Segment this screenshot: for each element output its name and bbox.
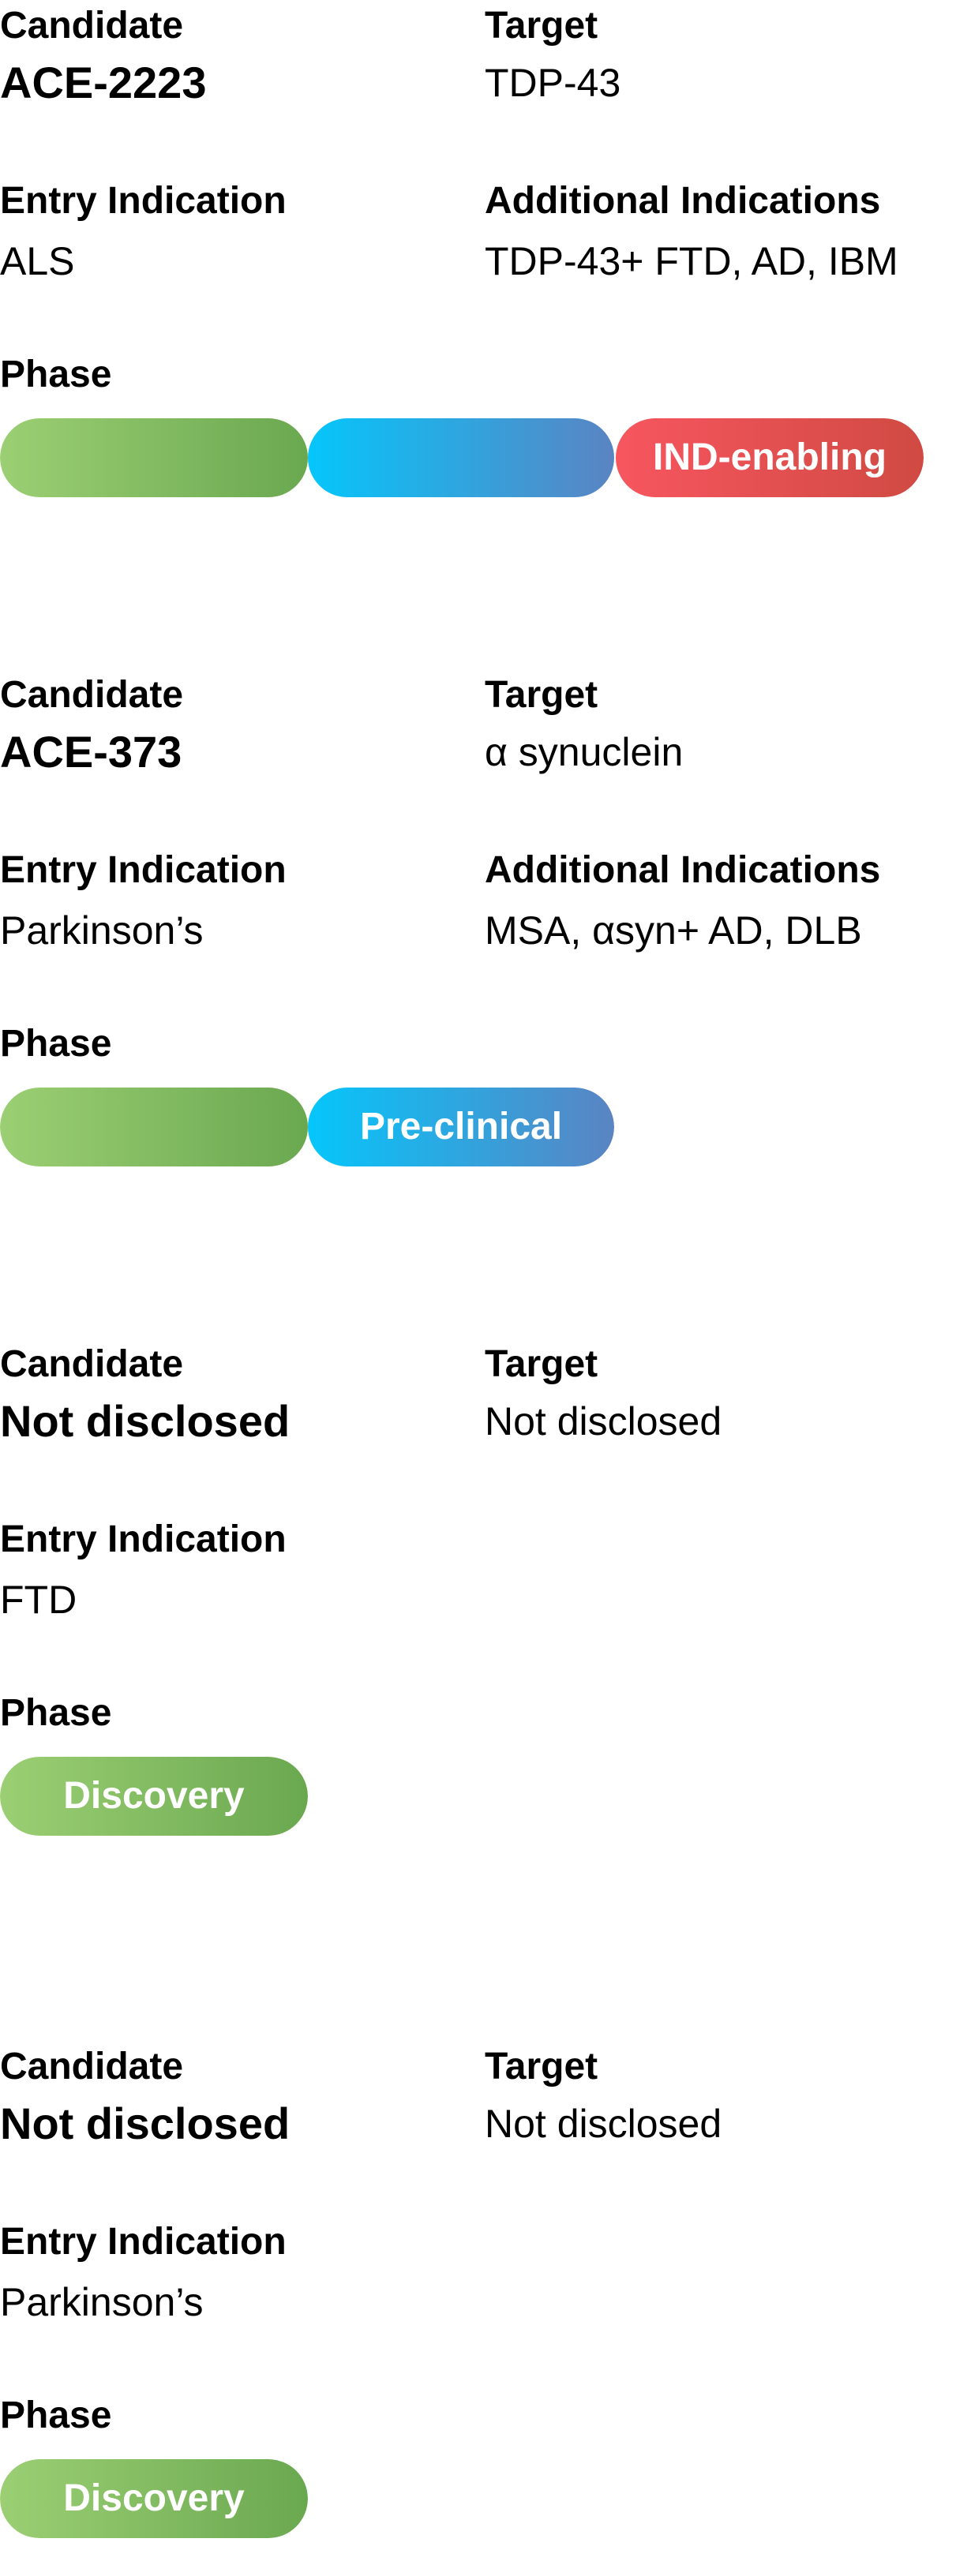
phase-segment-discovery xyxy=(0,1088,308,1166)
entry-indication-label: Entry Indication xyxy=(0,849,287,891)
phase-bar: Discovery xyxy=(0,1757,308,1836)
candidate-value: ACE-373 xyxy=(0,727,182,777)
target-label: Target xyxy=(485,1343,598,1385)
phase-label: Phase xyxy=(0,1023,112,1065)
phase-segment-preclinical: Pre-clinical xyxy=(308,1088,614,1166)
candidate-label: Candidate xyxy=(0,5,184,47)
entry-indication-value: Parkinson’s xyxy=(0,2280,204,2324)
phase-label: Phase xyxy=(0,354,112,395)
candidate-label: Candidate xyxy=(0,1343,184,1385)
phase-label: Phase xyxy=(0,2394,112,2436)
entry-indication-value: FTD xyxy=(0,1578,77,1622)
target-label: Target xyxy=(485,2046,598,2087)
additional-indications-value: TDP-43+ FTD, AD, IBM xyxy=(485,239,898,283)
entry-indication-label: Entry Indication xyxy=(0,180,287,222)
additional-indications-label: Additional Indications xyxy=(485,180,881,222)
entry-indication-value: ALS xyxy=(0,239,75,283)
target-value: TDP-43 xyxy=(485,61,621,105)
entry-indication-label: Entry Indication xyxy=(0,1518,287,1560)
entry-indication-label: Entry Indication xyxy=(0,2221,287,2263)
phase-segment-discovery xyxy=(0,418,308,497)
candidate-value: ACE-2223 xyxy=(0,58,207,107)
additional-indications-value: MSA, αsyn+ AD, DLB xyxy=(485,908,862,953)
phase-bar: Pre-clinical xyxy=(0,1088,614,1166)
target-label: Target xyxy=(485,674,598,716)
candidate-label: Candidate xyxy=(0,674,184,716)
target-label: Target xyxy=(485,5,598,47)
phase-badge: IND-enabling xyxy=(653,436,887,478)
phase-segment-discovery: Discovery xyxy=(0,1757,308,1836)
target-value: Not disclosed xyxy=(485,2102,722,2146)
phase-badge: Discovery xyxy=(63,1775,245,1817)
phase-bar: Discovery xyxy=(0,2459,308,2538)
phase-bar: IND-enabling xyxy=(0,418,924,497)
phase-segment-preclinical xyxy=(308,418,614,497)
phase-badge: Pre-clinical xyxy=(359,1106,563,1148)
candidate-label: Candidate xyxy=(0,2046,184,2087)
phase-segment-discovery: Discovery xyxy=(0,2459,308,2538)
candidate-value: Not disclosed xyxy=(0,2099,291,2148)
phase-badge: Discovery xyxy=(63,2477,245,2519)
candidate-value: Not disclosed xyxy=(0,1396,291,1446)
additional-indications-label: Additional Indications xyxy=(485,849,881,891)
target-value: Not disclosed xyxy=(485,1399,722,1443)
target-value: α synuclein xyxy=(485,730,684,774)
entry-indication-value: Parkinson’s xyxy=(0,908,204,953)
phase-segment-ind-enabling: IND-enabling xyxy=(616,418,924,497)
phase-label: Phase xyxy=(0,1692,112,1734)
